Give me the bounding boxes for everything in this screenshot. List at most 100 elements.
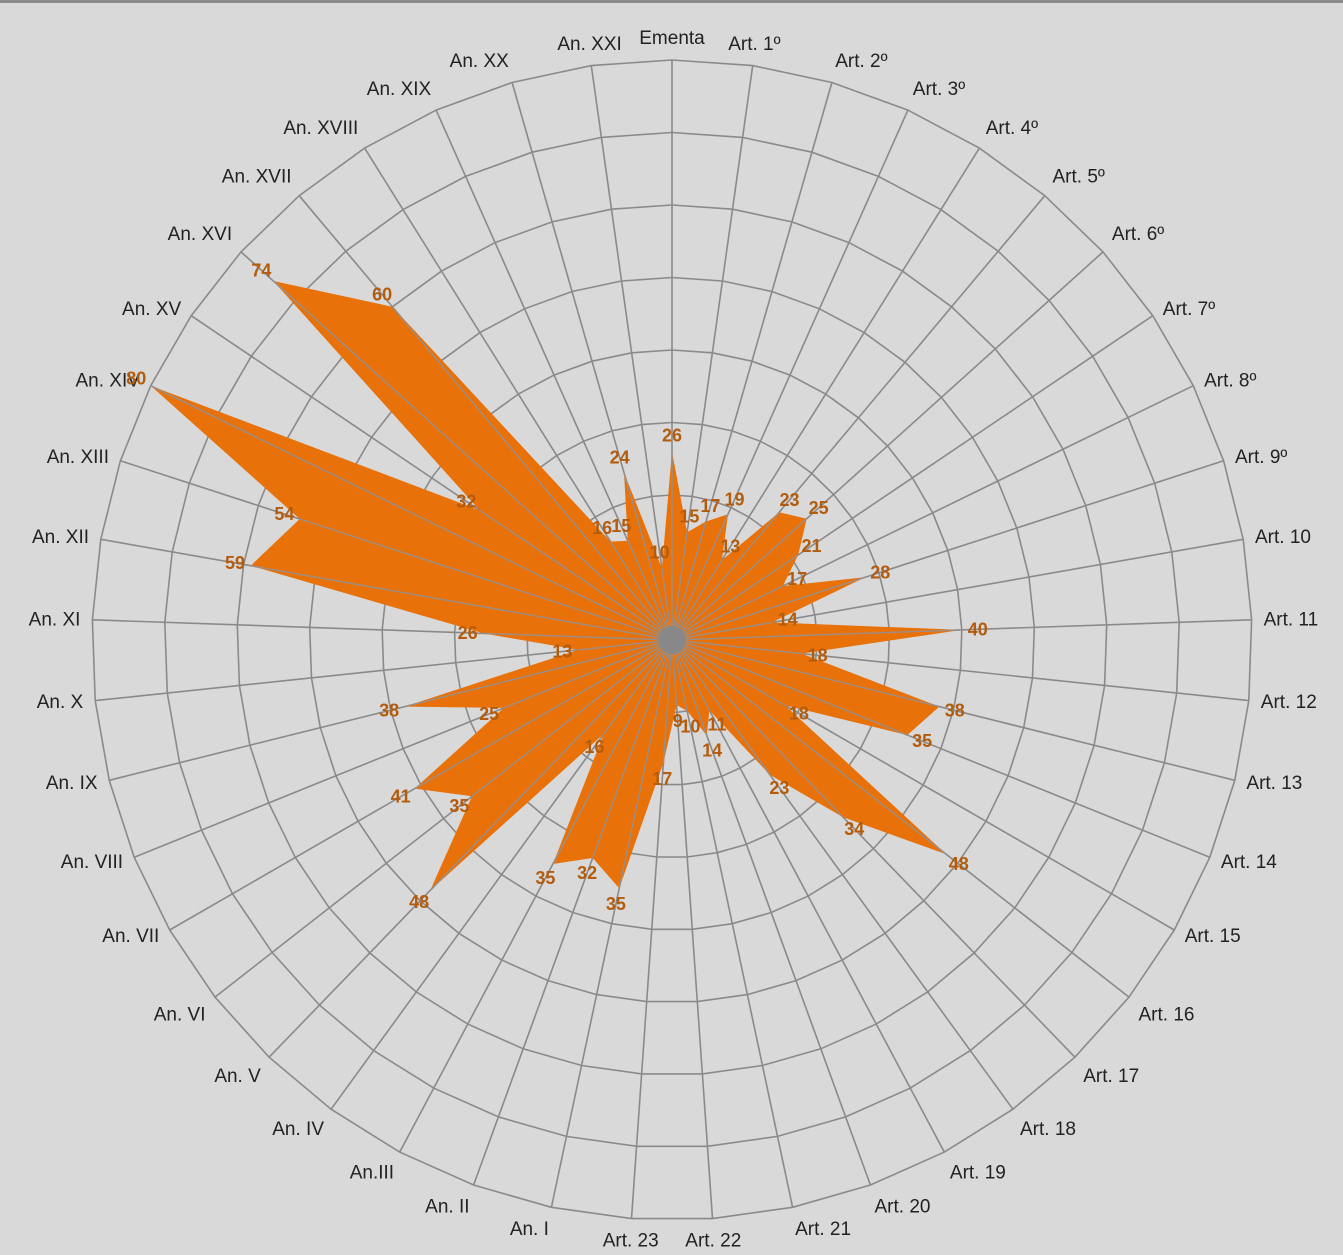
data-label: 17 [700,496,720,516]
category-label: An. XV [122,299,181,320]
data-label: 59 [225,553,245,573]
category-label: An. IV [272,1119,324,1140]
category-label: An. VIII [61,852,123,873]
category-label: Art. 22 [685,1231,741,1252]
data-label: 26 [662,426,682,446]
data-label: 18 [808,645,828,665]
series-spoke [671,639,708,736]
data-label: 18 [789,703,809,723]
category-labels: Ementa Art. 1º Art. 2º Art. 3º Art. 4º Art. 5… [29,28,1319,1252]
category-label: An. XIV [75,371,140,392]
series-spoke [609,541,673,641]
series-spoke [671,576,866,641]
grid-spoke [671,639,794,1208]
category-label: Art. 12 [1261,692,1317,713]
series-area [150,281,962,891]
data-label: 38 [945,701,965,721]
data-label: 40 [968,619,988,639]
data-label: 54 [274,504,294,524]
series-spoke [592,639,673,859]
category-label: Art. 13 [1246,773,1302,794]
series-spoke [671,639,844,818]
series-spoke [404,639,673,708]
data-label: 15 [679,507,699,527]
category-label: An. VII [102,926,159,947]
category-label: An.III [350,1163,394,1184]
series-spoke [483,632,673,641]
series-spoke [471,639,673,797]
series-spoke [578,639,673,651]
grid-spoke [590,65,673,641]
category-label: Art. 8º [1204,371,1256,392]
data-label: 32 [456,491,476,511]
top-border [0,0,1343,3]
series-spoke [671,639,940,708]
data-label: 38 [379,701,399,721]
data-label: 14 [778,610,798,630]
data-label: 23 [769,778,789,798]
data-label: 15 [611,516,631,536]
data-label: 48 [949,854,969,874]
category-label: An. XIX [367,79,432,100]
series-spoke [671,518,808,641]
category-label: An. V [214,1066,261,1087]
series-spoke [479,509,673,641]
category-label: Art. 16 [1139,1005,1195,1026]
data-label: 11 [707,715,726,735]
series-spoke [623,472,673,641]
radar-center [658,626,686,654]
data-label: 28 [870,562,890,582]
category-label: An. VI [154,1005,206,1026]
data-label: 35 [535,868,555,888]
grid-ring [236,204,1108,1075]
data-label: 17 [787,569,807,589]
data-label: 16 [592,518,612,538]
series-spoke [299,518,673,641]
series-spoke [552,639,673,865]
series-spoke [671,639,771,776]
data-label: 80 [126,369,146,389]
data-label: 10 [680,717,700,737]
data-label: 32 [577,863,597,883]
category-label: Art. 3º [913,79,965,100]
series-spoke [671,511,780,641]
category-label: An. IX [46,773,98,794]
series-spoke [391,306,673,641]
grid-ring [163,131,1181,1148]
series-spoke [671,639,947,855]
category-label: Art. 4º [986,118,1038,139]
data-label: 13 [552,642,572,662]
category-label: An. XI [29,609,81,630]
category-label: Art. 10 [1255,527,1311,548]
category-label: An. XX [450,51,509,72]
series-spoke [671,639,786,706]
grid-spoke [671,147,981,641]
series-spoke [671,554,799,641]
data-label: 60 [372,285,392,305]
series-spoke [662,639,673,763]
category-label: Art. 17 [1083,1066,1139,1087]
series-spoke [250,565,673,641]
data-label: 23 [779,490,799,510]
category-label: Art. 2º [835,51,887,72]
data-label: 24 [610,447,630,467]
data-label: 74 [251,260,271,280]
category-label: Art. 5º [1053,167,1105,188]
series-spoke [671,585,784,641]
series-spoke [671,532,688,641]
data-label: 25 [479,704,499,724]
category-label: Art. 20 [875,1196,931,1217]
data-label: 41 [391,787,411,807]
center-hub [658,626,686,654]
grid-spoke [671,639,714,1219]
series-spoke [671,559,723,641]
category-label: Art. 11 [1264,609,1319,630]
data-label: 17 [652,769,672,789]
grid-ring [91,59,1253,1220]
data-label: 35 [912,731,932,751]
category-label: Art. 19 [950,1163,1006,1184]
category-label: Ementa [639,28,705,49]
